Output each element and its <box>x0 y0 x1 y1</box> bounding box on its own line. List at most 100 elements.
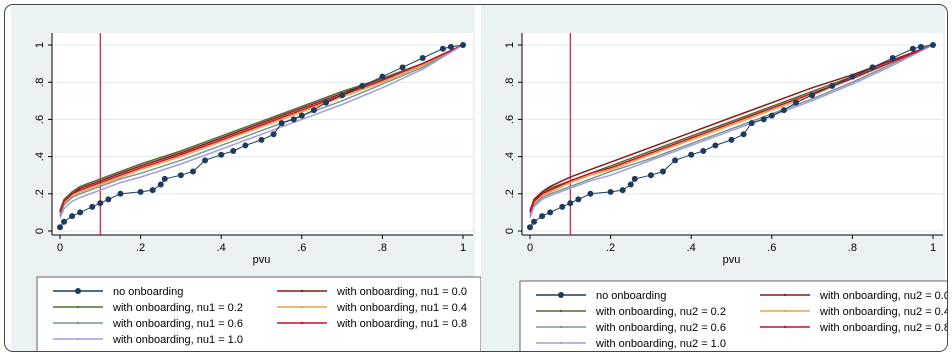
data-point <box>809 92 816 99</box>
series-line <box>529 44 934 213</box>
data-point <box>539 213 546 220</box>
data-point <box>647 172 654 179</box>
y-tick-label: 0 <box>34 228 46 234</box>
data-point <box>149 187 156 194</box>
legend-marker <box>783 325 787 329</box>
data-point <box>889 55 896 62</box>
legend-label: with onboarding, nu2 = 0.4 <box>819 306 947 318</box>
data-point <box>559 203 566 210</box>
series-line <box>59 44 464 219</box>
legend-label: no onboarding <box>113 286 183 298</box>
data-point <box>89 203 96 210</box>
data-point <box>177 172 184 179</box>
data-point <box>768 112 775 119</box>
legend-marker <box>559 341 563 345</box>
data-point <box>780 107 787 114</box>
data-point <box>278 120 285 127</box>
x-axis-label: pvu <box>723 254 741 266</box>
x-tick-label: .2 <box>136 242 145 254</box>
y-tick-label: 1 <box>34 42 46 48</box>
chart-figure: 0 .2 .4 .6 .8 1 0 .2 .4 .6 .8 1 pvu no onboarding with… <box>11 5 947 351</box>
x-tick-label: 1 <box>930 242 936 254</box>
data-point <box>688 151 695 158</box>
data-point <box>567 200 574 207</box>
legend-marker <box>76 305 80 309</box>
data-point <box>712 142 719 149</box>
legend-marker <box>558 292 564 298</box>
y-tick-label: 1 <box>504 42 516 48</box>
y-tick-label: .4 <box>34 152 46 161</box>
data-point <box>760 116 767 123</box>
data-point <box>930 42 936 48</box>
data-point <box>748 120 755 127</box>
data-point <box>829 82 836 89</box>
chart-panel-1: 0 .2 .4 .6 .8 1 0 .2 .4 .6 .8 1 pvu no onboarding with… <box>11 5 482 351</box>
data-point <box>97 200 104 207</box>
legend-marker <box>783 309 787 313</box>
legend-marker <box>300 289 304 293</box>
legend-label: with onboarding, nu2 = 0.6 <box>595 322 726 334</box>
data-point <box>740 131 747 138</box>
data-point <box>322 99 329 106</box>
legend-label: with onboarding, nu1 = 0.8 <box>336 318 467 330</box>
data-point <box>575 196 582 203</box>
y-tick-label: 0 <box>504 228 516 234</box>
legend-label: with onboarding, nu2 = 0.2 <box>595 306 726 318</box>
x-tick-label: .6 <box>767 242 776 254</box>
data-point <box>310 107 317 114</box>
data-point <box>105 196 112 203</box>
data-point <box>77 209 84 216</box>
legend-label: no onboarding <box>596 290 666 302</box>
legend-marker <box>75 288 81 294</box>
data-point <box>909 45 916 52</box>
legend-label: with onboarding, nu2 = 0.0 <box>819 290 947 302</box>
data-point <box>460 42 466 48</box>
series-line <box>59 44 464 213</box>
data-point <box>672 157 679 164</box>
legend-label: with onboarding, nu1 = 0.6 <box>112 318 243 330</box>
data-point <box>419 55 426 62</box>
y-tick-label: .2 <box>34 189 46 198</box>
legend-label: with onboarding, nu2 = 0.8 <box>819 322 947 334</box>
data-point <box>547 209 554 216</box>
x-tick-label: 1 <box>460 242 466 254</box>
x-axis-label: pvu <box>253 254 271 266</box>
data-point <box>917 43 924 50</box>
legend-marker <box>300 321 304 325</box>
x-tick-label: .4 <box>687 242 696 254</box>
legend-marker <box>76 321 80 325</box>
data-point <box>137 188 144 195</box>
legend-marker <box>76 337 80 341</box>
legend-label: with onboarding, nu2 = 1.0 <box>595 338 726 350</box>
x-tick-label: 0 <box>57 242 63 254</box>
series-line <box>59 44 464 217</box>
y-tick-label: .8 <box>34 78 46 87</box>
data-point <box>218 151 225 158</box>
data-point <box>607 188 614 195</box>
data-point <box>359 82 366 89</box>
data-point <box>270 131 277 138</box>
legend-marker <box>300 305 304 309</box>
data-point <box>728 136 735 143</box>
data-point <box>61 218 68 225</box>
data-point <box>298 112 305 119</box>
legend-label: with onboarding, nu1 = 0.2 <box>112 302 243 314</box>
data-point <box>230 148 237 155</box>
data-point <box>242 142 249 149</box>
series-line <box>529 44 934 211</box>
data-point <box>587 190 594 197</box>
data-point <box>339 92 346 99</box>
data-point <box>189 168 196 175</box>
x-tick-label: 0 <box>527 242 533 254</box>
data-point <box>627 181 634 188</box>
legend-marker <box>783 293 787 297</box>
chart-panel-2: 0 .2 .4 .6 .8 1 0 .2 .4 .6 .8 1 pvu no onboarding with… <box>481 5 947 351</box>
legend-marker <box>559 325 563 329</box>
legend-marker <box>559 309 563 313</box>
data-point <box>447 43 454 50</box>
data-point <box>117 190 124 197</box>
legend-label: with onboarding, nu1 = 1.0 <box>112 334 243 346</box>
series-line <box>529 44 934 219</box>
x-tick-label: .4 <box>217 242 226 254</box>
data-point <box>849 73 856 80</box>
